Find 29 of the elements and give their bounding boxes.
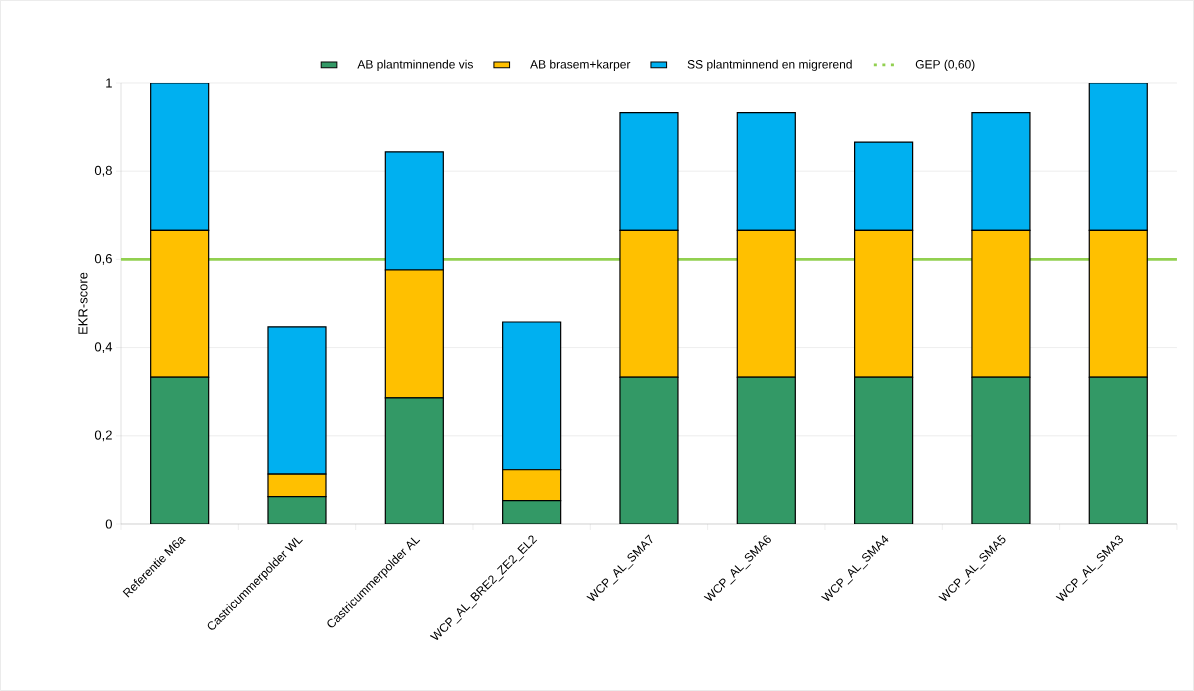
y-tick-label: 1 (106, 78, 112, 88)
bar (971, 376, 1031, 524)
y-tick-label: 0 (105, 519, 112, 529)
bar (150, 376, 210, 524)
legend-label: SS plantminnend en migrerend (687, 59, 852, 71)
bar (619, 111, 679, 231)
bar (1088, 83, 1148, 231)
bar (854, 141, 914, 231)
bar (1088, 376, 1148, 524)
y-tick-label: 0,8 (94, 165, 112, 177)
bar (267, 326, 327, 475)
bar (619, 376, 679, 524)
bar (854, 376, 914, 524)
bar (736, 111, 796, 231)
bar (736, 376, 796, 524)
y-tick-label: 0,4 (94, 342, 113, 353)
bar (150, 83, 210, 231)
bar (502, 500, 562, 524)
bar (971, 111, 1031, 231)
legend-label: AB brasem+karper (530, 59, 631, 71)
bar (502, 321, 562, 471)
bar (267, 496, 327, 524)
y-axis-title: EKR-score (78, 272, 88, 334)
y-tick-label: 0,2 (94, 430, 112, 442)
bar (384, 151, 444, 271)
legend-label: GEP (0,60) (915, 59, 975, 71)
bar (384, 397, 444, 524)
legend-label: AB plantminnende vis (357, 59, 473, 71)
y-tick-label: 0,6 (94, 254, 112, 265)
